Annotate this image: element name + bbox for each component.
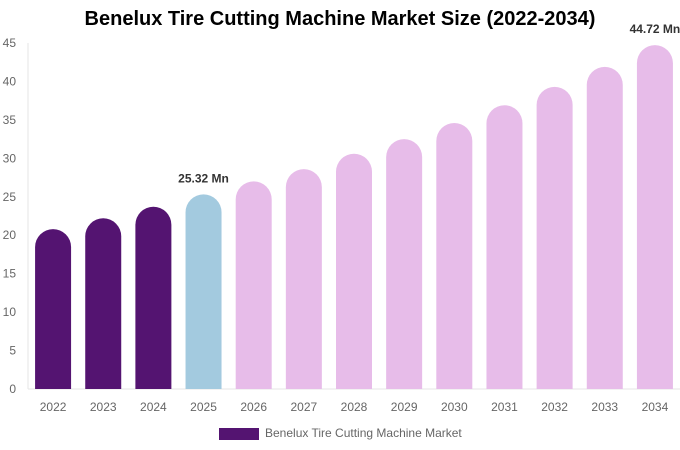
bar-2024 — [135, 206, 172, 389]
y-tick-label: 5 — [9, 344, 16, 358]
chart-title: Benelux Tire Cutting Machine Market Size… — [84, 8, 596, 30]
y-tick-label: 45 — [3, 36, 17, 50]
x-tick-label: 2029 — [391, 400, 418, 414]
x-tick-label: 2026 — [240, 400, 267, 414]
x-tick-label: 2032 — [541, 400, 568, 414]
bar-2032 — [536, 86, 573, 390]
x-tick-label: 2025 — [190, 400, 217, 414]
y-tick-label: 40 — [3, 74, 17, 88]
x-tick-label: 2027 — [290, 400, 317, 414]
bar-2022 — [35, 229, 72, 389]
y-tick-label: 25 — [3, 190, 17, 204]
legend-swatch — [219, 428, 259, 440]
bar-2025 — [185, 194, 222, 389]
bar-2029 — [386, 139, 423, 389]
x-tick-label: 2024 — [140, 400, 167, 414]
x-tick-label: 2033 — [591, 400, 618, 414]
x-tick-label: 2034 — [642, 400, 669, 414]
bar-2026 — [235, 181, 272, 389]
y-tick-label: 20 — [3, 228, 17, 242]
x-tick-label: 2023 — [90, 400, 117, 414]
data-label: 25.32 Mn — [178, 171, 229, 185]
bar-2031 — [486, 105, 523, 389]
bar-2027 — [285, 169, 322, 389]
y-tick-label: 10 — [3, 305, 17, 319]
data-label: 44.72 Mn — [630, 22, 680, 36]
x-tick-label: 2031 — [491, 400, 518, 414]
bar-2033 — [586, 66, 623, 389]
x-tick-label: 2022 — [40, 400, 67, 414]
x-tick-label: 2030 — [441, 400, 468, 414]
y-tick-label: 0 — [9, 382, 16, 396]
y-tick-label: 30 — [3, 151, 17, 165]
bar-2030 — [436, 122, 473, 390]
bar-2034 — [636, 45, 673, 389]
bar-2028 — [336, 153, 372, 389]
bar-2023 — [85, 218, 122, 389]
y-tick-label: 35 — [3, 113, 17, 127]
y-tick-label: 15 — [3, 267, 17, 281]
legend-label: Benelux Tire Cutting Machine Market — [265, 426, 462, 440]
x-tick-label: 2028 — [341, 400, 368, 414]
